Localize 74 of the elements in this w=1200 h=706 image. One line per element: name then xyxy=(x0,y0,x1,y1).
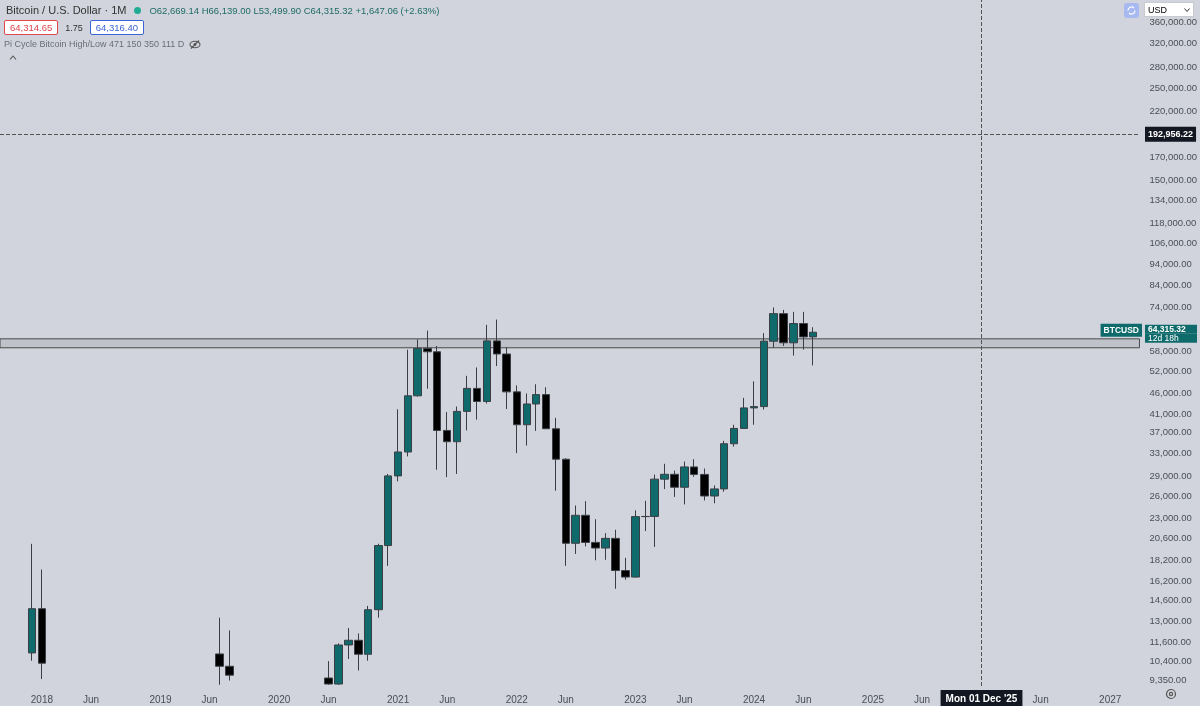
y-tick-label: 150,000.00 xyxy=(1149,174,1197,186)
x-tick-label: Jun xyxy=(676,693,693,705)
x-tick-label: Jun xyxy=(1032,693,1049,705)
y-tick-label: 320,000.00 xyxy=(1149,37,1197,49)
y-tick-label: 52,000.00 xyxy=(1149,365,1192,377)
x-tick-label: 2021 xyxy=(387,693,410,705)
x-tick-label: Jun xyxy=(201,693,218,705)
x-tick-label: 2020 xyxy=(268,693,291,705)
y-tick-label: 360,000.00 xyxy=(1149,16,1197,28)
annotation: 64,316.40 xyxy=(89,20,145,35)
x-tick-label: Jun xyxy=(82,693,100,705)
candlestick xyxy=(463,375,471,431)
x-tick-label: 2027 xyxy=(1099,693,1122,705)
y-tick-label: 20,600.00 xyxy=(1149,532,1192,543)
text: 64,315.32 xyxy=(1148,324,1187,335)
y-tick-label: 14,600.00 xyxy=(1149,594,1192,606)
candlestick xyxy=(38,569,46,680)
x-tick-label: 2022 xyxy=(505,693,529,705)
y-tick-label: 280,000.00 xyxy=(1149,61,1197,73)
text: O62,669.14 H66,139.00 L53,499.90 C64,315.32 +1,647.06 (+2.63%) xyxy=(149,4,440,16)
y-tick-label: 250,000.00 xyxy=(1149,81,1197,93)
y-tick-label: 58,000.00 xyxy=(1149,345,1192,357)
candlestick xyxy=(513,384,521,454)
x-tick-label: Jun xyxy=(795,693,812,705)
y-tick-label: 29,000.00 xyxy=(1149,470,1192,482)
annotation: BTCUSD xyxy=(1103,325,1139,336)
annotation: 1.75 xyxy=(64,21,84,34)
annotation: Pi Cycle Bitcoin High/Low 471 150 350 111 D xyxy=(4,39,185,49)
y-tick-label: 16,200.00 xyxy=(1149,575,1192,587)
y-tick-label: 26,000.00 xyxy=(1149,490,1192,502)
y-tick-label: 9,350.00 xyxy=(1149,674,1187,686)
y-tick-label: 134,000.00 xyxy=(1149,194,1197,206)
ref-line-label: Mon 01 Dec '25 xyxy=(945,692,1018,704)
x-tick-label: 2018 xyxy=(30,693,54,705)
x-tick-label: 2019 xyxy=(149,693,173,705)
candlestick xyxy=(552,417,560,492)
y-tick-label: 84,000.00 xyxy=(1149,278,1192,290)
ref-line-label: 192,956.22 xyxy=(1148,129,1194,140)
x-tick-label: Jun xyxy=(320,693,337,705)
text: USD xyxy=(1148,4,1168,15)
x-tick-label: 2025 xyxy=(861,693,885,705)
y-tick-label: 23,000.00 xyxy=(1149,512,1192,524)
x-tick-label: 2024 xyxy=(742,693,766,705)
candlestick xyxy=(28,543,36,662)
chart-title: Bitcoin / U.S. Dollar · 1M xyxy=(6,4,127,16)
x-tick-label: Jun xyxy=(557,693,574,705)
candlestick xyxy=(394,408,402,482)
y-tick-label: 37,000.00 xyxy=(1149,426,1192,438)
x-tick-label: Jun xyxy=(439,693,456,705)
y-tick-label: 13,000.00 xyxy=(1149,615,1192,626)
y-tick-label: 33,000.00 xyxy=(1149,447,1192,459)
y-tick-label: 18,200.00 xyxy=(1149,554,1192,566)
y-tick-label: 106,000.00 xyxy=(1149,236,1197,248)
candlestick xyxy=(542,386,550,430)
annotation: 64,314.65 xyxy=(4,20,59,35)
y-tick-label: 46,000.00 xyxy=(1149,387,1192,399)
y-tick-label: 10,400.00 xyxy=(1149,655,1192,667)
y-tick-label: 170,000.00 xyxy=(1149,151,1197,163)
candlestick xyxy=(453,405,461,475)
x-tick-label: Jun xyxy=(913,693,931,705)
y-tick-label: 220,000.00 xyxy=(1149,104,1197,116)
y-tick-label: 74,000.00 xyxy=(1149,301,1192,313)
candlestick xyxy=(750,380,758,426)
y-tick-label: 11,600.00 xyxy=(1149,635,1192,647)
candlestick xyxy=(443,411,451,478)
candlestick xyxy=(483,324,491,405)
y-tick-label: 41,000.00 xyxy=(1149,407,1192,419)
x-tick-label: 2023 xyxy=(624,693,647,705)
candlestick xyxy=(730,424,738,448)
y-tick-label: 118,000.00 xyxy=(1149,217,1197,229)
candlestick xyxy=(473,366,481,421)
y-tick-label: 94,000.00 xyxy=(1149,258,1192,270)
candlestick xyxy=(740,397,748,430)
text: 12d 18h xyxy=(1148,333,1179,344)
